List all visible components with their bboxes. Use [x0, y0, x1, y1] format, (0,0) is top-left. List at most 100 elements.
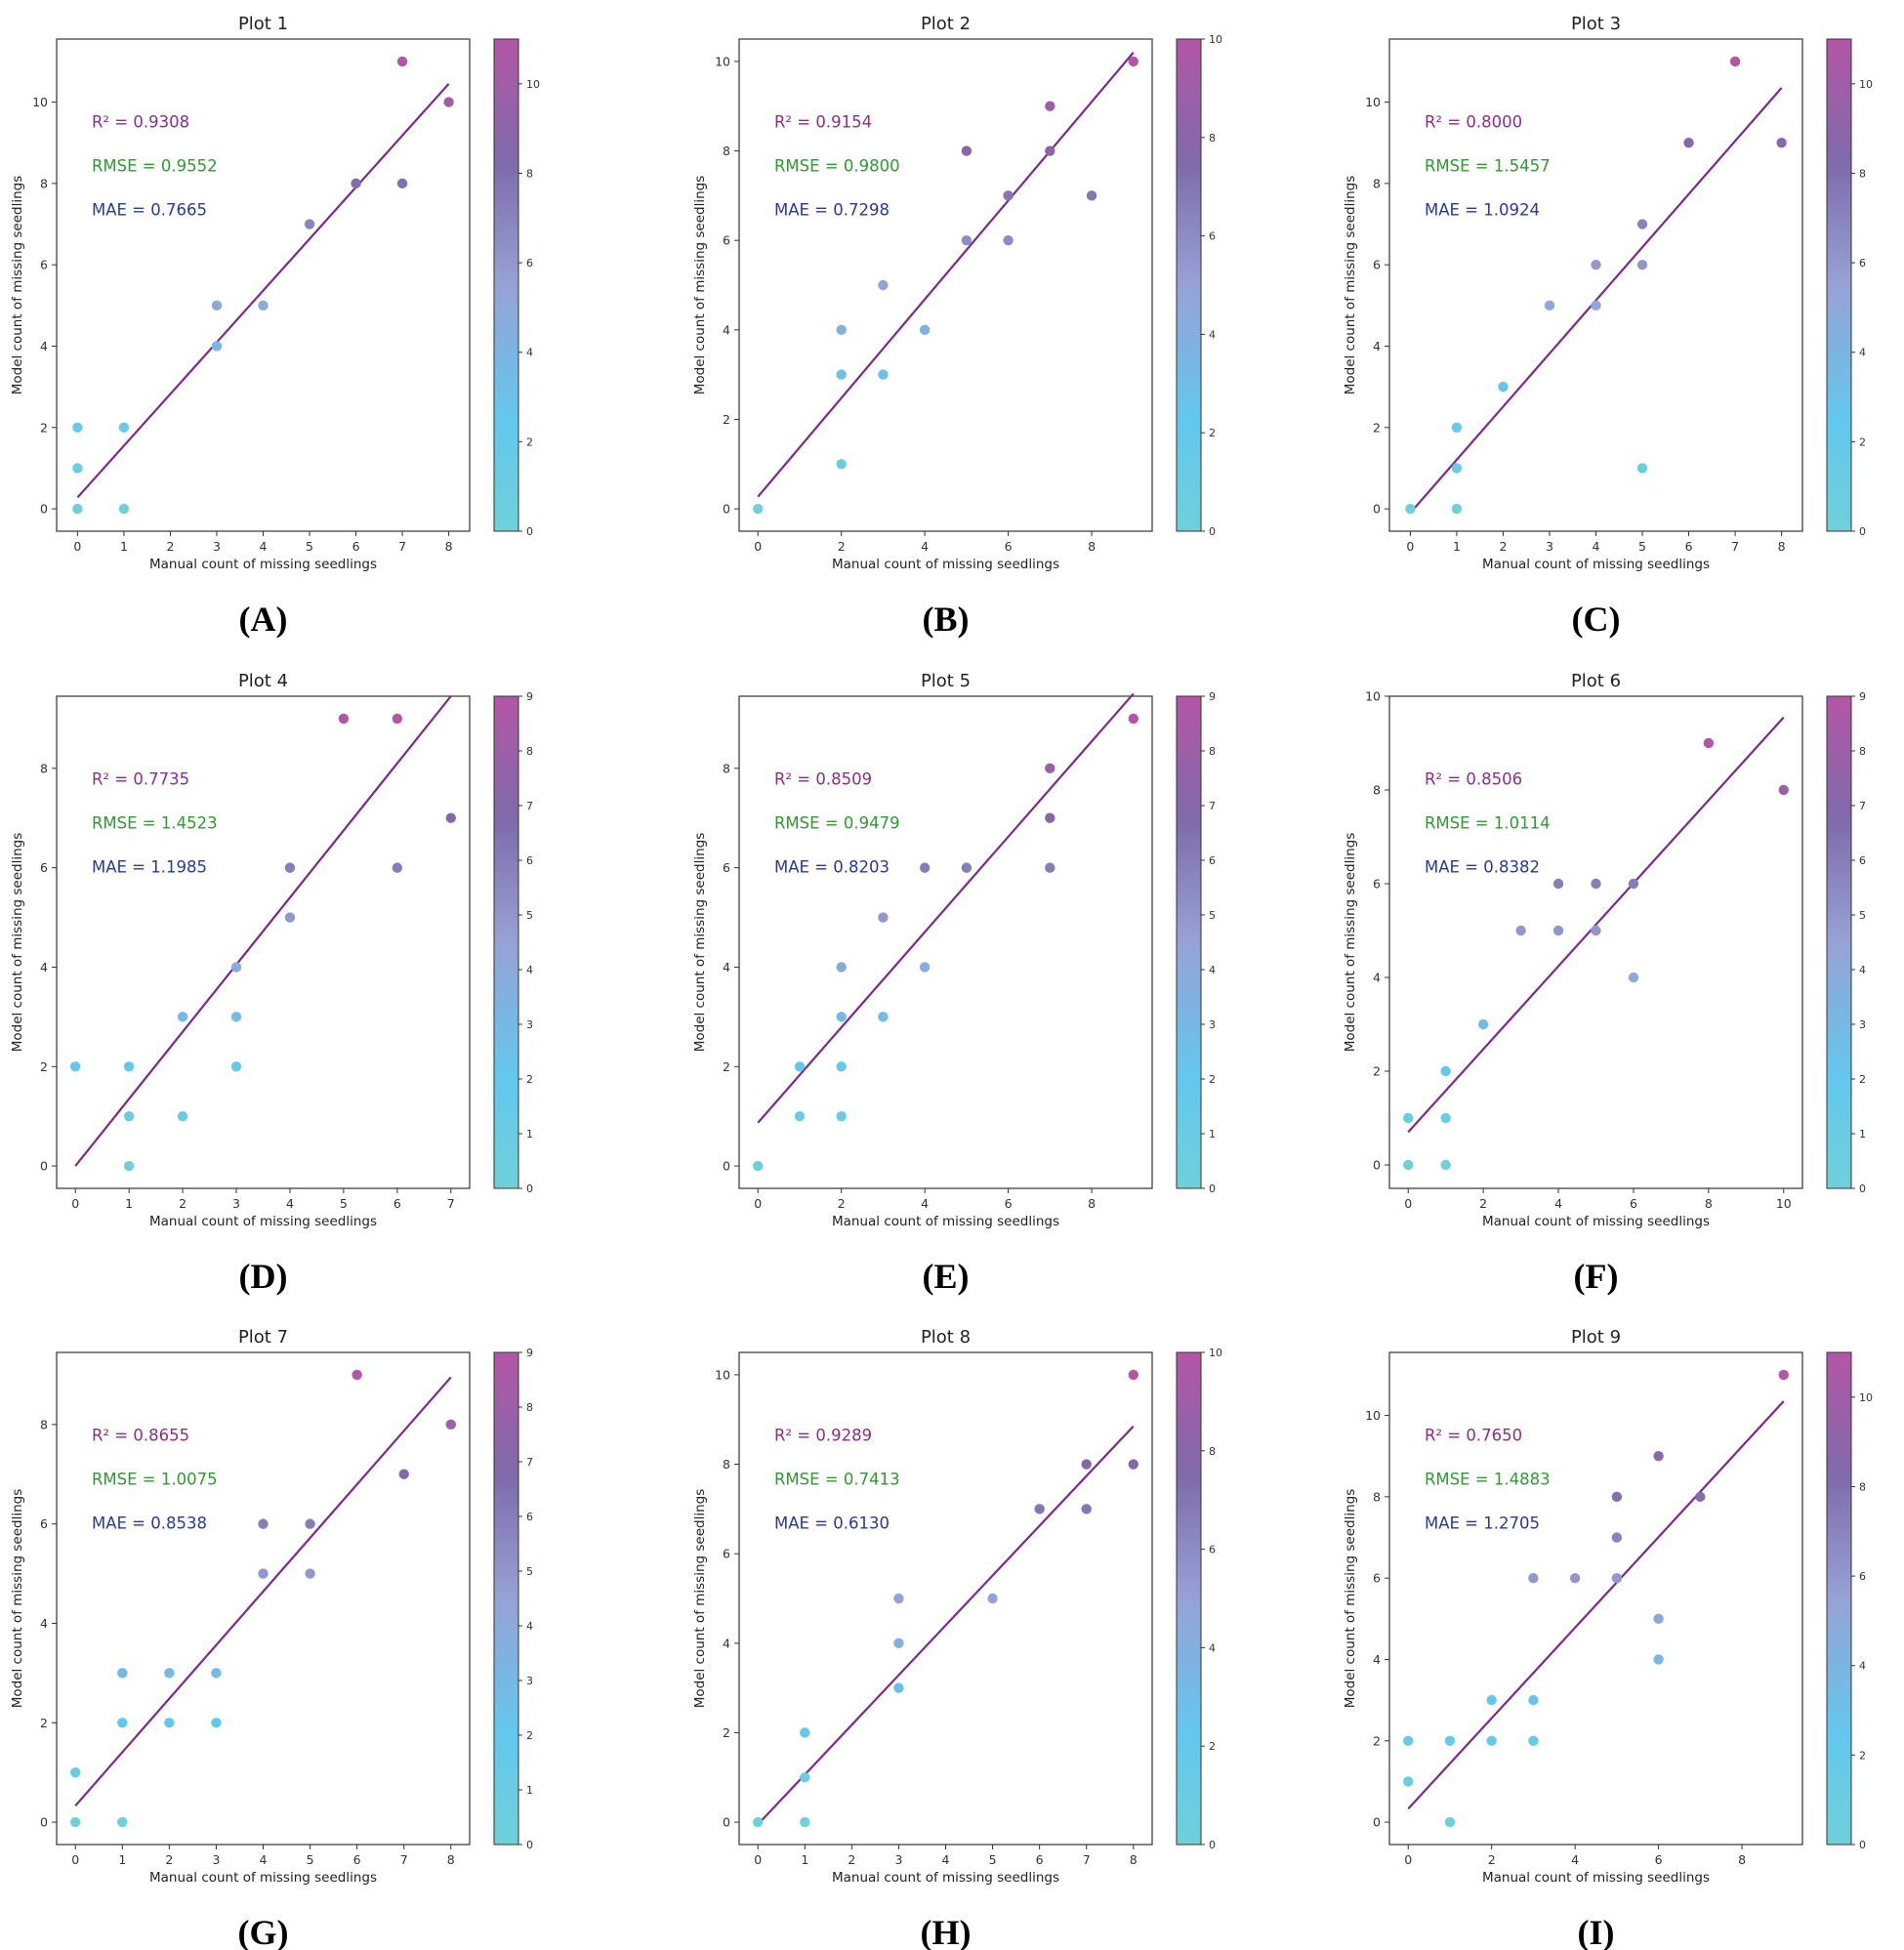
- chart4-data-point: [70, 1061, 81, 1072]
- chart9-colorbar-tick-label: 4: [1859, 1660, 1866, 1673]
- chart4-x-tick-label: 4: [286, 1196, 294, 1211]
- chart1-data-point: [396, 178, 408, 189]
- chart6-colorbar-tick-label: 3: [1859, 1018, 1866, 1031]
- chart6-data-point: [1552, 925, 1564, 936]
- chart4-x-tick-label: 1: [125, 1196, 133, 1211]
- chart7-colorbar: [493, 1351, 519, 1846]
- chart8-colorbar-tick-label: 8: [1209, 1445, 1216, 1458]
- chart1-colorbar-tick-label: 0: [526, 525, 533, 538]
- chart6-x-tick-label: 4: [1554, 1196, 1562, 1211]
- chart4-data-point: [230, 1012, 242, 1022]
- chart4-data-point: [230, 1061, 242, 1072]
- chart5-data-point: [794, 1061, 806, 1072]
- chart5-colorbar-tick-label: 0: [1209, 1182, 1216, 1195]
- chart5-data-point: [1045, 763, 1055, 774]
- chart3-y-tick-label: 2: [1373, 420, 1381, 435]
- chart2-title: Plot 2: [921, 14, 971, 34]
- chart7-data-point: [445, 1419, 456, 1431]
- chart3-y-axis-label: Model count of missing seedlings: [1343, 176, 1358, 395]
- chart6-data-point: [1515, 925, 1526, 936]
- chart5-y-tick-label: 8: [723, 761, 730, 775]
- chart8-x-tick-label: 6: [1036, 1852, 1044, 1867]
- chart1-colorbar: [493, 38, 519, 532]
- chart4-data-point: [123, 1110, 135, 1122]
- chart2-plot-frame: [738, 38, 1153, 532]
- chart5-data-point: [1128, 713, 1138, 725]
- chart6-fit-line: [1407, 716, 1785, 1134]
- chart6-data-point: [1628, 972, 1639, 983]
- chart5-data-point: [1045, 862, 1055, 873]
- chart7-data-point: [305, 1518, 315, 1529]
- chart1-y-tick-label: 2: [40, 420, 48, 435]
- chart5-y-tick-label: 2: [723, 1059, 730, 1074]
- chart5-data-point: [1045, 812, 1055, 823]
- chart9-data-point: [1528, 1735, 1539, 1746]
- chart4-y-tick-label: 8: [40, 761, 48, 775]
- chart2-y-axis-label: Model count of missing seedlings: [692, 176, 708, 395]
- chart5-data-point: [836, 1012, 847, 1022]
- chart6-y-axis-label: Model count of missing seedlings: [1343, 833, 1358, 1053]
- chart9-x-axis-label: Manual count of missing seedlings: [1482, 1870, 1710, 1886]
- chart1-x-tick-label: 0: [73, 539, 81, 554]
- chart9-data-point: [1778, 1369, 1789, 1381]
- chart5-plot-frame: [738, 695, 1153, 1189]
- chart9-data-point: [1611, 1532, 1623, 1543]
- chart3-colorbar-tick-label: 0: [1859, 525, 1866, 538]
- chart1-y-tick-label: 4: [40, 339, 48, 353]
- chart4-title: Plot 4: [238, 671, 288, 691]
- chart1-r2-label: R² = 0.9308: [92, 113, 189, 132]
- chart7-x-tick-label: 2: [165, 1852, 173, 1867]
- chart3-data-point: [1498, 381, 1509, 393]
- chart5-y-tick-label: 6: [723, 860, 730, 875]
- chart5-rmse-label: RMSE = 0.9479: [774, 814, 900, 833]
- chart4-data-point: [177, 1012, 188, 1022]
- chart4-y-tick-label: 2: [40, 1059, 48, 1074]
- chart1-colorbar-tick-label: 6: [526, 257, 533, 270]
- chart8-colorbar-tick-label: 6: [1209, 1544, 1216, 1556]
- chart9-data-point: [1403, 1735, 1414, 1746]
- chart3-x-axis-label: Manual count of missing seedlings: [1482, 557, 1710, 572]
- chart1-data-point: [211, 300, 223, 311]
- chart9-y-axis-label: Model count of missing seedlings: [1343, 1489, 1358, 1709]
- chart8-y-tick-label: 10: [715, 1367, 730, 1382]
- chart1-colorbar-tick-label: 8: [526, 167, 533, 180]
- chart7-x-axis-label: Manual count of missing seedlings: [149, 1870, 377, 1886]
- chart2-colorbar-tick-label: 8: [1209, 132, 1216, 145]
- chart2-colorbar-tick-label: 6: [1209, 230, 1216, 243]
- chart9-colorbar-tick-label: 6: [1859, 1570, 1866, 1583]
- chart8-data-point: [1128, 1459, 1138, 1470]
- chart2-data-point: [836, 369, 847, 380]
- chart8-data-point: [893, 1682, 904, 1693]
- chart4-fit-line: [74, 695, 452, 1167]
- chart7-data-point: [258, 1568, 269, 1579]
- chart1-x-tick-label: 6: [352, 539, 360, 554]
- chart7-data-point: [305, 1568, 315, 1579]
- chart6-x-tick-label: 10: [1776, 1196, 1792, 1211]
- chart1-data-point: [351, 178, 361, 189]
- chart2-data-point: [1003, 234, 1014, 246]
- chart4-data-point: [123, 1061, 135, 1072]
- chart2-data-point: [878, 279, 889, 291]
- chart8-y-tick-label: 0: [723, 1815, 730, 1830]
- chart1-data-point: [118, 422, 130, 433]
- chart7-data-point: [117, 1816, 128, 1828]
- chart9-colorbar-tick-label: 8: [1859, 1480, 1866, 1493]
- chart9-colorbar: [1826, 1351, 1852, 1846]
- chart8-data-point: [987, 1593, 998, 1604]
- chart7-data-point: [211, 1718, 222, 1728]
- chart7-colorbar-tick-label: 3: [526, 1675, 533, 1687]
- chart5-x-tick-label: 8: [1088, 1196, 1096, 1211]
- chart7-colorbar-tick-label: 2: [526, 1729, 533, 1742]
- chart8-title: Plot 8: [921, 1327, 971, 1348]
- chart3-data-point: [1544, 300, 1555, 311]
- chart4-data-point: [445, 812, 456, 823]
- chart9-y-tick-label: 4: [1373, 1652, 1381, 1667]
- chart6-colorbar-tick-label: 4: [1859, 964, 1866, 976]
- chart8-colorbar-tick-label: 2: [1209, 1740, 1216, 1753]
- chart4-colorbar-tick-label: 9: [526, 690, 533, 703]
- chart2-colorbar-tick-label: 0: [1209, 525, 1216, 538]
- chart6-y-tick-label: 2: [1373, 1064, 1381, 1079]
- chart5-data-point: [836, 1110, 847, 1122]
- chart9-data-point: [1444, 1735, 1456, 1746]
